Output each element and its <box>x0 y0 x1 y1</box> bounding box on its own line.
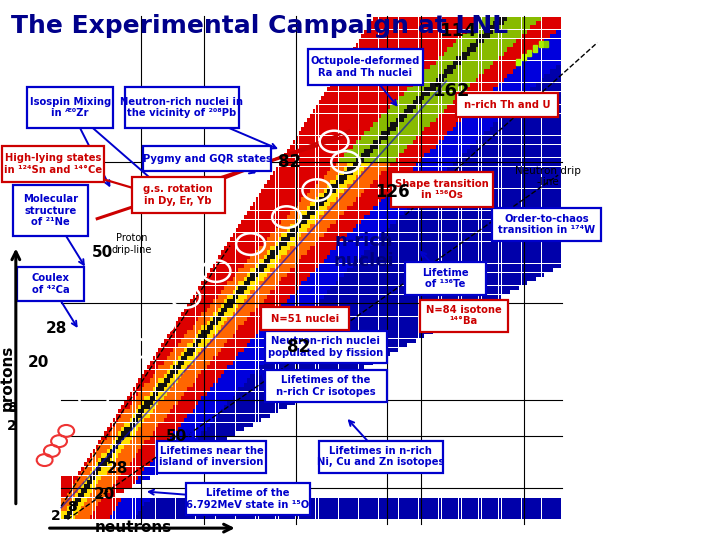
Text: Octupole-deformed
Ra and Th nuclei: Octupole-deformed Ra and Th nuclei <box>311 56 420 78</box>
Text: 8: 8 <box>7 401 17 415</box>
Text: Shape transition
in ¹⁵⁶Os: Shape transition in ¹⁵⁶Os <box>395 179 489 200</box>
FancyBboxPatch shape <box>186 483 310 515</box>
FancyBboxPatch shape <box>2 146 104 182</box>
Text: 20: 20 <box>94 487 115 502</box>
Text: Lifetimes near the
island of inversion: Lifetimes near the island of inversion <box>160 446 264 467</box>
FancyBboxPatch shape <box>27 87 113 128</box>
Bar <box>527 50 531 56</box>
Text: Neutron-rich nuclei in
the vicinity of ²⁰⁸Pb: Neutron-rich nuclei in the vicinity of ²… <box>120 97 243 118</box>
Text: g.s. rotation
in Dy, Er, Yb: g.s. rotation in Dy, Er, Yb <box>143 184 213 206</box>
Text: Lifetime
of ¹³⁶Te: Lifetime of ¹³⁶Te <box>423 268 469 289</box>
Text: 114: 114 <box>440 22 477 40</box>
FancyBboxPatch shape <box>143 146 271 171</box>
Text: Pygmy and GQR states: Pygmy and GQR states <box>143 154 271 164</box>
Text: Isospin Mixing
in ᴭ⁰Zr: Isospin Mixing in ᴭ⁰Zr <box>30 97 111 118</box>
Text: n-rich Th and U: n-rich Th and U <box>464 100 550 110</box>
Bar <box>544 41 549 47</box>
FancyBboxPatch shape <box>420 300 508 332</box>
FancyBboxPatch shape <box>261 307 349 330</box>
Text: n-rich
nuclei: n-rich nuclei <box>333 232 394 271</box>
Text: N=84 isotone
¹⁴°Ba: N=84 isotone ¹⁴°Ba <box>426 305 502 326</box>
FancyBboxPatch shape <box>157 441 266 472</box>
Bar <box>521 54 526 60</box>
Text: High-lying states
in ¹²⁴Sn and ¹⁴°Ce: High-lying states in ¹²⁴Sn and ¹⁴°Ce <box>4 153 102 175</box>
Text: 50: 50 <box>166 429 187 444</box>
Text: protons: protons <box>0 345 14 411</box>
FancyBboxPatch shape <box>492 208 601 241</box>
Text: 2: 2 <box>7 418 17 433</box>
Text: Order-to-chaos
transition in ¹⁷⁴W: Order-to-chaos transition in ¹⁷⁴W <box>498 214 595 235</box>
Bar <box>539 41 543 47</box>
Text: Neutron-rich nuclei
populated by fission: Neutron-rich nuclei populated by fission <box>268 336 384 357</box>
Text: 28: 28 <box>45 321 67 336</box>
Text: Coulex
of ⁴²Ca: Coulex of ⁴²Ca <box>32 273 69 295</box>
Text: N=51 nuclei: N=51 nuclei <box>271 314 339 323</box>
FancyBboxPatch shape <box>265 370 387 402</box>
Text: 20: 20 <box>27 355 49 370</box>
Text: Lifetimes in n-rich
Ni, Cu and Zn isotopes: Lifetimes in n-rich Ni, Cu and Zn isotop… <box>318 446 444 467</box>
FancyBboxPatch shape <box>125 87 239 128</box>
FancyBboxPatch shape <box>132 177 225 213</box>
FancyBboxPatch shape <box>319 441 443 472</box>
Text: Lifetime of the
6.792MeV state in ¹⁵O: Lifetime of the 6.792MeV state in ¹⁵O <box>186 488 310 510</box>
Text: 162: 162 <box>433 82 471 100</box>
Text: neutrons: neutrons <box>94 519 172 535</box>
Text: The Experimental Campaign at LNL: The Experimental Campaign at LNL <box>11 14 508 37</box>
FancyBboxPatch shape <box>17 267 84 301</box>
FancyBboxPatch shape <box>391 172 493 207</box>
Text: 2: 2 <box>51 509 61 523</box>
Text: 82: 82 <box>278 153 301 171</box>
FancyBboxPatch shape <box>308 49 423 85</box>
FancyBboxPatch shape <box>13 185 88 236</box>
Text: Proton
drip-line: Proton drip-line <box>112 233 152 255</box>
Text: 50: 50 <box>91 245 113 260</box>
Text: Lifetimes of the
n-rich Cr isotopes: Lifetimes of the n-rich Cr isotopes <box>276 375 376 396</box>
FancyBboxPatch shape <box>265 331 387 363</box>
Text: 28: 28 <box>107 461 128 476</box>
Bar <box>533 45 537 51</box>
FancyBboxPatch shape <box>405 262 486 295</box>
Text: 82: 82 <box>287 338 310 356</box>
FancyBboxPatch shape <box>456 93 558 117</box>
Text: Molecular
structure
of ²¹Ne: Molecular structure of ²¹Ne <box>23 194 78 227</box>
Text: 8: 8 <box>67 500 77 514</box>
Bar <box>516 59 520 65</box>
Text: Neutron drip
-line: Neutron drip -line <box>515 166 580 187</box>
Text: 126: 126 <box>375 183 410 201</box>
